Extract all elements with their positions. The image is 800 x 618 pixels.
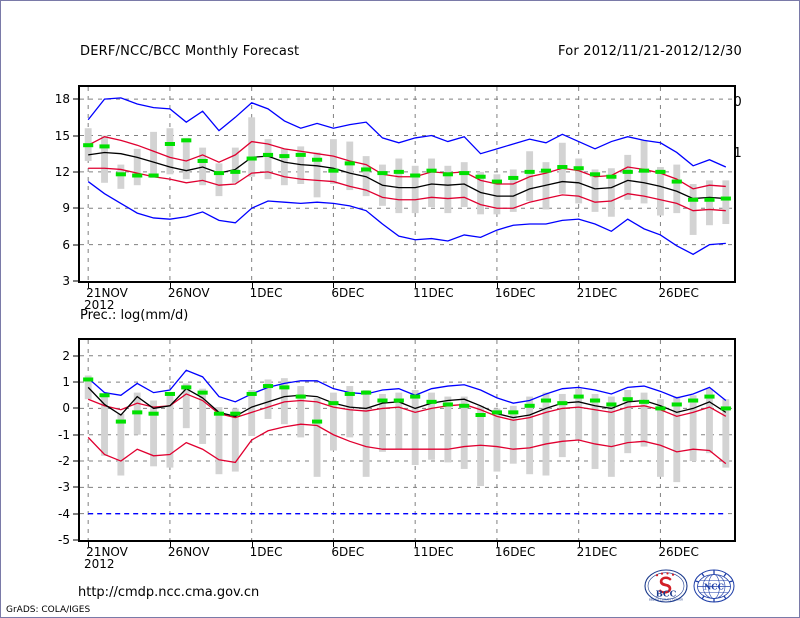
x-tick-mark [251, 283, 253, 288]
temperature-series-layer [80, 87, 734, 281]
y-tick-label: -5 [58, 533, 70, 547]
grads-credit: GrADS: COLA/IGES [6, 605, 91, 615]
y-tick-label: 18 [54, 92, 70, 107]
x-tick-label: 26NOV [167, 286, 210, 300]
y-tick-mark [73, 513, 78, 515]
x-tick-mark [169, 542, 171, 547]
y-tick-mark [73, 355, 78, 357]
y-tick-label: -3 [58, 480, 70, 495]
precipitation-plot-area [78, 338, 736, 542]
x-tick-label: 11DEC [413, 286, 454, 300]
y-tick-label: 9 [62, 201, 70, 216]
temperature-plot-area [78, 85, 736, 283]
x-tick-mark [251, 542, 253, 547]
ncc-logo: NCC [693, 569, 735, 603]
y-tick-mark [73, 171, 78, 173]
x-tick-label: 26NOV [167, 545, 210, 559]
bcc-logo: BCC BEIJING CLIMATE CENTER [644, 569, 688, 603]
x-tick-mark [169, 283, 171, 288]
forecast-period: For 2012/11/21-2012/12/30 [558, 44, 742, 59]
x-tick-label: 16DEC [494, 545, 536, 559]
y-tick-label: 2 [62, 348, 70, 363]
y-tick-label: -2 [58, 454, 70, 469]
y-tick-mark [73, 434, 78, 436]
temperature-year-label: 2012 [84, 298, 115, 312]
x-tick-label: 21DEC [576, 286, 618, 300]
x-tick-mark [88, 283, 90, 288]
x-tick-label: 21NOV [86, 545, 128, 559]
y-tick-mark [73, 244, 78, 246]
series-upper_quartile [87, 393, 727, 421]
x-tick-mark [415, 542, 417, 547]
series-mean [88, 151, 726, 200]
y-tick-mark [73, 407, 78, 409]
series-mean [87, 386, 727, 419]
x-tick-mark [415, 283, 417, 288]
series-max [87, 369, 727, 404]
y-tick-label: -4 [58, 506, 70, 521]
x-tick-label: 21DEC [576, 545, 618, 559]
y-tick-mark [73, 539, 78, 541]
bcc-logo-icon: BCC BEIJING CLIMATE CENTER [644, 569, 688, 603]
y-tick-mark [73, 381, 78, 383]
ncc-logo-icon: NCC [693, 569, 735, 603]
x-tick-label: 1DEC [249, 545, 283, 559]
bcc-logo-text: BCC [656, 588, 677, 598]
ncc-logo-text: NCC [704, 581, 724, 591]
bottom-panel-variable-label: Prec.: log(mm/d) [80, 308, 189, 323]
x-tick-mark [578, 542, 580, 547]
x-tick-label: 26DEC [658, 545, 699, 559]
x-tick-label: 11DEC [413, 545, 454, 559]
y-tick-mark [73, 460, 78, 462]
y-tick-label: 0 [62, 401, 70, 416]
y-tick-label: -1 [58, 427, 70, 442]
y-tick-mark [73, 486, 78, 488]
series-min [87, 181, 726, 256]
series-max [87, 97, 727, 168]
forecast-title: DERF/NCC/BCC Monthly Forecast [80, 44, 300, 59]
series-upper_quartile [87, 136, 726, 190]
series-lower_quartile [88, 167, 726, 212]
series-lower_quartile [87, 423, 727, 465]
x-tick-label: 26DEC [658, 286, 699, 300]
x-tick-label: 16DEC [494, 286, 536, 300]
y-tick-label: 12 [54, 164, 70, 179]
x-tick-mark [333, 542, 335, 547]
source-url[interactable]: http://cmdp.ncc.cma.gov.cn [78, 585, 260, 600]
x-tick-label: 21NOV [86, 286, 128, 300]
x-tick-mark [660, 283, 662, 288]
x-tick-mark [496, 542, 498, 547]
x-tick-mark [333, 283, 335, 288]
y-tick-mark [73, 135, 78, 136]
x-tick-label: 6DEC [331, 545, 365, 559]
y-tick-mark [73, 280, 78, 282]
grid-layer [80, 340, 734, 540]
y-tick-mark [73, 98, 78, 100]
y-tick-label: 6 [62, 237, 70, 252]
svg-text:BEIJING CLIMATE CENTER: BEIJING CLIMATE CENTER [649, 598, 683, 602]
precipitation-year-label: 2012 [84, 557, 115, 571]
y-tick-label: 15 [54, 128, 70, 143]
median-marker-layer [83, 377, 731, 424]
x-tick-mark [88, 542, 90, 547]
y-tick-label: 1 [62, 375, 70, 390]
precipitation-series-layer [80, 340, 734, 540]
x-tick-mark [660, 542, 662, 547]
x-tick-mark [496, 283, 498, 288]
x-tick-label: 6DEC [331, 286, 365, 300]
y-tick-label: 3 [62, 274, 70, 288]
median-marker-layer [83, 138, 731, 202]
x-tick-mark [578, 283, 580, 288]
y-tick-mark [73, 207, 78, 209]
x-tick-label: 1DEC [249, 286, 283, 300]
